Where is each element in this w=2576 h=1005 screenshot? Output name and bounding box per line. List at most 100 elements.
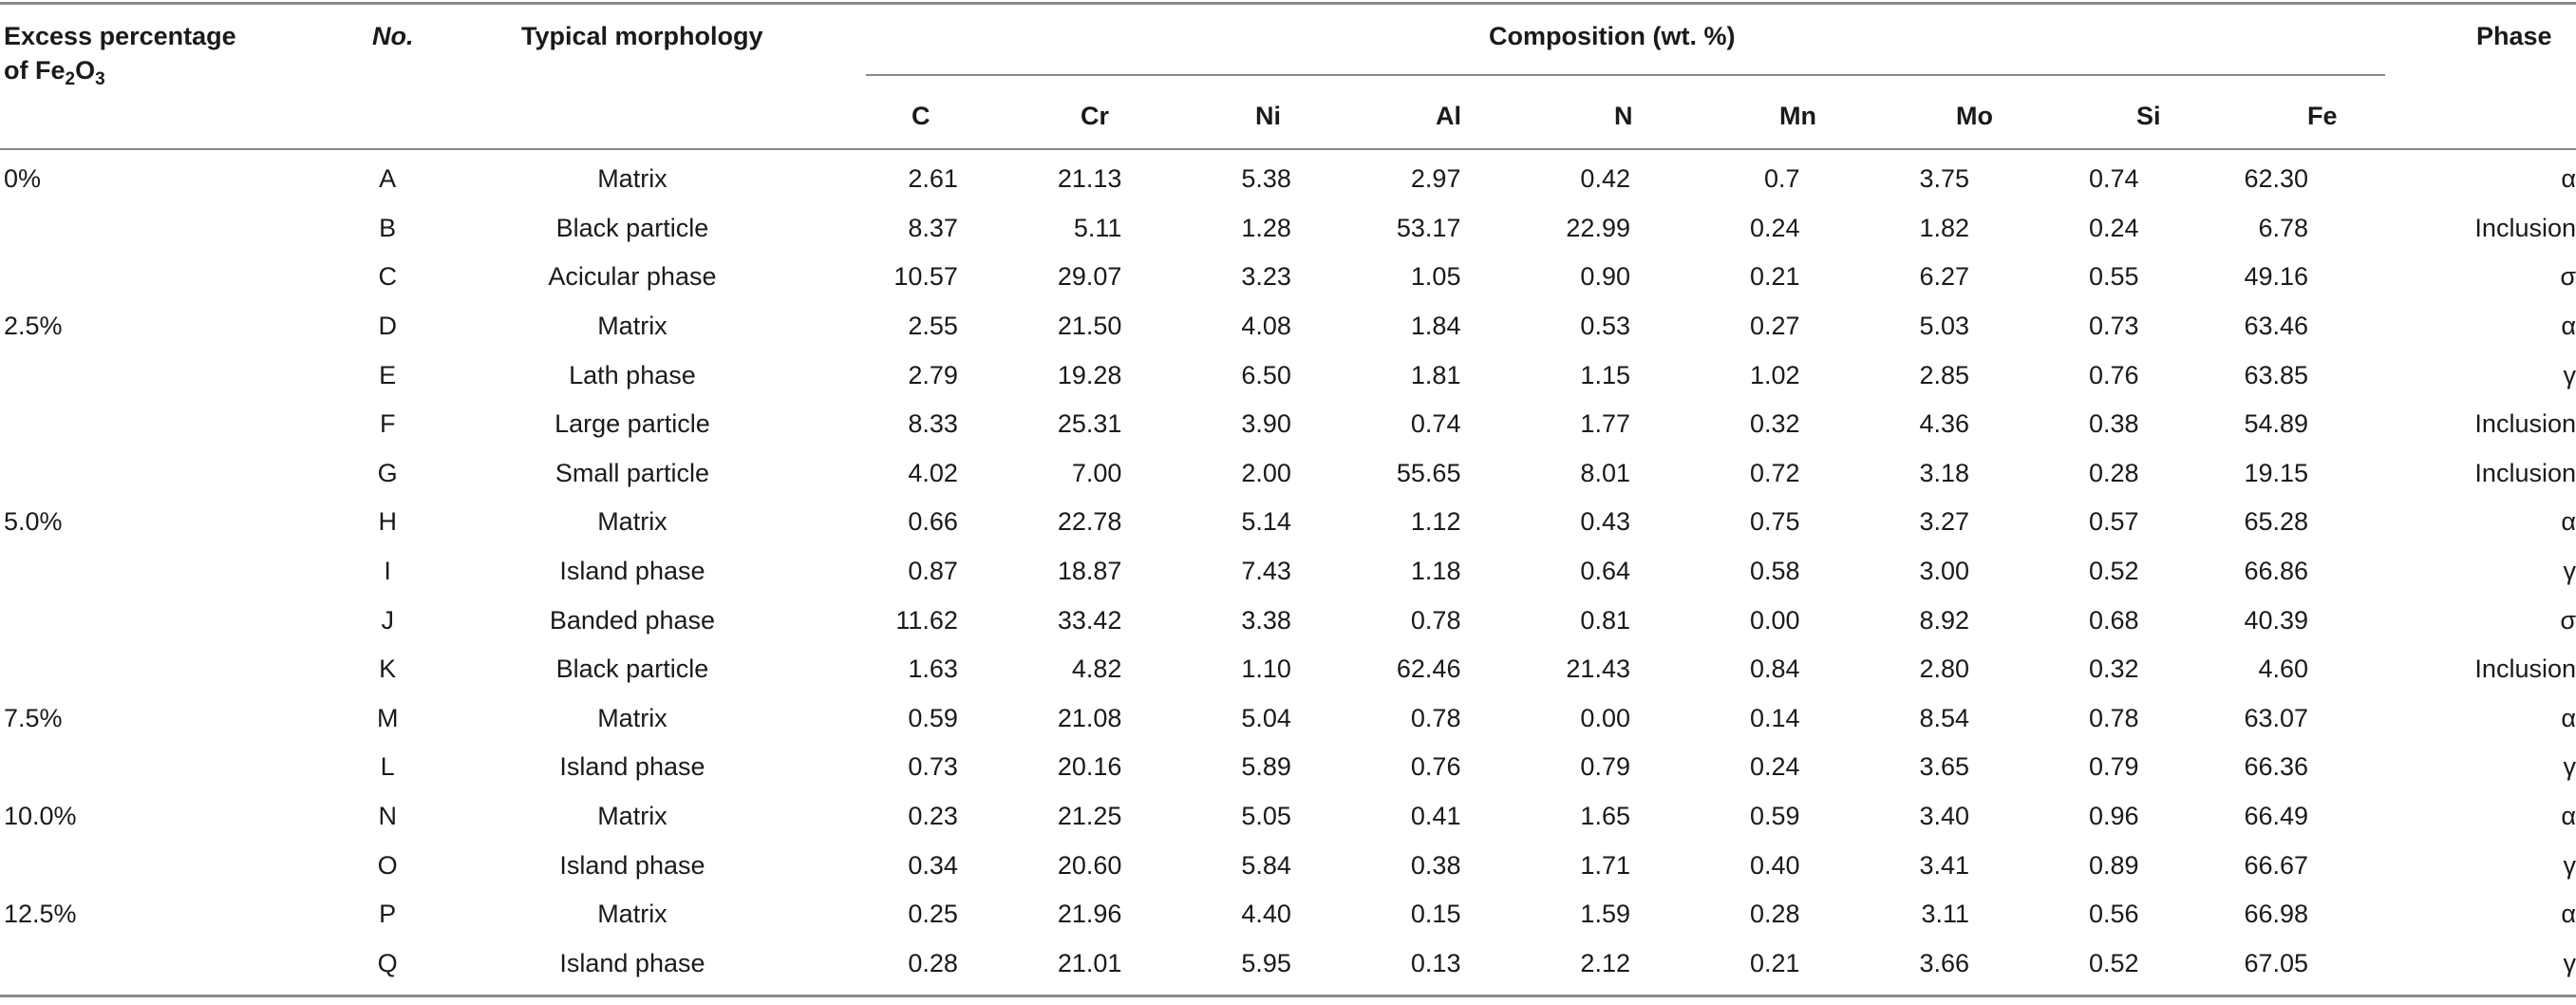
cell-mo-value: 6.27 bbox=[1919, 262, 1970, 292]
cell-morphology: Island phase bbox=[559, 948, 705, 977]
table-body: 0% A Matrix 2.61 21.13 5.38 2.97 0.42 0.7 3.75 0.7… bbox=[0, 155, 2576, 988]
cell-al-value: 0.41 bbox=[1410, 802, 1461, 831]
cell-phase: α bbox=[2561, 802, 2576, 831]
cell-al-value: 53.17 bbox=[1396, 213, 1461, 242]
cell-morphology: Black particle bbox=[555, 654, 709, 684]
table-row: B Black particle 8.37 5.11 1.28 53.17 22.99 0.2… bbox=[0, 204, 2576, 254]
cell-no: L bbox=[380, 752, 395, 782]
cell-no: P bbox=[379, 900, 397, 929]
cell-fe-value: 66.36 bbox=[2244, 752, 2309, 782]
cell-c-value: 1.63 bbox=[908, 654, 958, 684]
cell-morphology: Black particle bbox=[555, 213, 709, 242]
cell-mn-value: 0.7 bbox=[1763, 164, 1800, 194]
cell-al-value: 1.81 bbox=[1410, 360, 1461, 389]
table-row: I Island phase 0.87 18.87 7.43 1.18 0.64 0.58 3.… bbox=[0, 547, 2576, 597]
table-row: E Lath phase 2.79 19.28 6.50 1.81 1.15 1.02 2.85… bbox=[0, 351, 2576, 400]
cell-si-value: 0.52 bbox=[2088, 948, 2139, 977]
cell-al-value: 0.76 bbox=[1410, 752, 1461, 782]
cell-n-value: 1.15 bbox=[1580, 360, 1630, 389]
cell-c-value: 10.57 bbox=[893, 262, 958, 292]
cell-fe-value: 66.49 bbox=[2244, 802, 2309, 831]
cell-c-value: 0.66 bbox=[908, 507, 958, 537]
cell-fe-value: 65.28 bbox=[2244, 507, 2309, 537]
cell-morphology: Small particle bbox=[555, 458, 709, 487]
composition-table: 0% A Matrix 2.61 21.13 5.38 2.97 0.42 0.7 3.75 0.7… bbox=[0, 155, 2576, 988]
cell-si-value: 0.57 bbox=[2088, 507, 2139, 537]
cell-mo-value: 3.40 bbox=[1919, 802, 1970, 831]
cell-cr-value: 20.60 bbox=[1057, 850, 1122, 880]
cell-n-value: 0.79 bbox=[1580, 752, 1630, 782]
cell-si-value: 0.55 bbox=[2088, 262, 2139, 292]
cell-excess-percentage: 5.0% bbox=[4, 507, 63, 537]
cell-mn-value: 0.58 bbox=[1749, 557, 1800, 586]
cell-ni-value: 1.28 bbox=[1241, 213, 1291, 242]
header-element-mn: Mn bbox=[1779, 102, 1816, 130]
cell-n-value: 1.65 bbox=[1580, 802, 1630, 831]
cell-n-value: 0.53 bbox=[1580, 312, 1630, 341]
cell-mo-value: 3.65 bbox=[1919, 752, 1970, 782]
cell-no: G bbox=[377, 458, 398, 487]
cell-cr-value: 5.11 bbox=[1073, 213, 1122, 242]
cell-al-value: 1.84 bbox=[1410, 312, 1461, 341]
table-row: F Large particle 8.33 25.31 3.90 0.74 1.77 0.32… bbox=[0, 400, 2576, 449]
cell-morphology: Matrix bbox=[597, 164, 668, 194]
cell-mo-value: 3.75 bbox=[1919, 164, 1970, 194]
table-row: J Banded phase 11.62 33.42 3.38 0.78 0.81 0.00 8… bbox=[0, 596, 2576, 645]
cell-si-value: 0.56 bbox=[2088, 900, 2139, 929]
table-row: 2.5% D Matrix 2.55 21.50 4.08 1.84 0.53 0.27 5.03… bbox=[0, 302, 2576, 351]
cell-no: F bbox=[379, 409, 396, 439]
cell-no: O bbox=[377, 850, 398, 880]
cell-mo-value: 5.03 bbox=[1919, 312, 1970, 341]
cell-mn-value: 0.21 bbox=[1749, 948, 1800, 977]
cell-mn-value: 0.40 bbox=[1749, 850, 1800, 880]
cell-morphology: Matrix bbox=[597, 802, 668, 831]
cell-n-value: 22.99 bbox=[1566, 213, 1630, 242]
cell-n-value: 0.81 bbox=[1580, 605, 1630, 635]
cell-phase: γ bbox=[2563, 752, 2576, 782]
cell-al-value: 1.12 bbox=[1410, 507, 1461, 537]
cell-fe-value: 66.98 bbox=[2244, 900, 2309, 929]
cell-mn-value: 0.14 bbox=[1749, 703, 1800, 732]
cell-phase: Inclusion bbox=[2474, 213, 2576, 242]
cell-si-value: 0.28 bbox=[2088, 458, 2139, 487]
header-element-al: Al bbox=[1436, 102, 1461, 130]
cell-ni-value: 5.89 bbox=[1241, 752, 1291, 782]
cell-ni-value: 3.38 bbox=[1241, 605, 1291, 635]
cell-mn-value: 0.24 bbox=[1749, 752, 1800, 782]
cell-ni-value: 3.23 bbox=[1241, 262, 1291, 292]
cell-morphology: Island phase bbox=[559, 557, 705, 586]
header-bottom-rule bbox=[0, 148, 2576, 150]
cell-mn-value: 0.72 bbox=[1749, 458, 1800, 487]
cell-al-value: 55.65 bbox=[1396, 458, 1461, 487]
cell-mo-value: 3.18 bbox=[1919, 458, 1970, 487]
cell-c-value: 4.02 bbox=[908, 458, 958, 487]
cell-excess-percentage: 2.5% bbox=[4, 312, 63, 341]
cell-n-value: 0.42 bbox=[1580, 164, 1630, 194]
cell-al-value: 0.38 bbox=[1410, 850, 1461, 880]
cell-mo-value: 3.00 bbox=[1919, 557, 1970, 586]
cell-mn-value: 0.32 bbox=[1749, 409, 1800, 439]
cell-cr-value: 25.31 bbox=[1057, 409, 1122, 439]
cell-c-value: 0.28 bbox=[908, 948, 958, 977]
cell-no: C bbox=[378, 262, 397, 292]
cell-mo-value: 2.80 bbox=[1919, 654, 1970, 684]
cell-phase: γ bbox=[2563, 360, 2576, 389]
cell-ni-value: 4.08 bbox=[1241, 312, 1291, 341]
header-excess-line2: of Fe2O3 bbox=[4, 56, 105, 89]
cell-cr-value: 22.78 bbox=[1057, 507, 1122, 537]
cell-c-value: 2.55 bbox=[908, 312, 958, 341]
cell-fe-value: 54.89 bbox=[2244, 409, 2309, 439]
cell-mn-value: 0.28 bbox=[1749, 900, 1800, 929]
table-row: K Black particle 1.63 4.82 1.10 62.46 21.43 0.8… bbox=[0, 645, 2576, 694]
cell-no: J bbox=[381, 605, 394, 635]
cell-n-value: 2.12 bbox=[1580, 948, 1630, 977]
cell-no: I bbox=[384, 557, 391, 586]
cell-morphology: Banded phase bbox=[549, 605, 716, 635]
table-row: Q Island phase 0.28 21.01 5.95 0.13 2.12 0.21 3.… bbox=[0, 939, 2576, 989]
cell-ni-value: 5.05 bbox=[1241, 802, 1291, 831]
cell-si-value: 0.52 bbox=[2088, 557, 2139, 586]
cell-ni-value: 1.10 bbox=[1241, 654, 1291, 684]
cell-si-value: 0.32 bbox=[2088, 654, 2139, 684]
table-row: O Island phase 0.34 20.60 5.84 0.38 1.71 0.40 3.… bbox=[0, 841, 2576, 890]
cell-morphology: Matrix bbox=[597, 703, 668, 732]
